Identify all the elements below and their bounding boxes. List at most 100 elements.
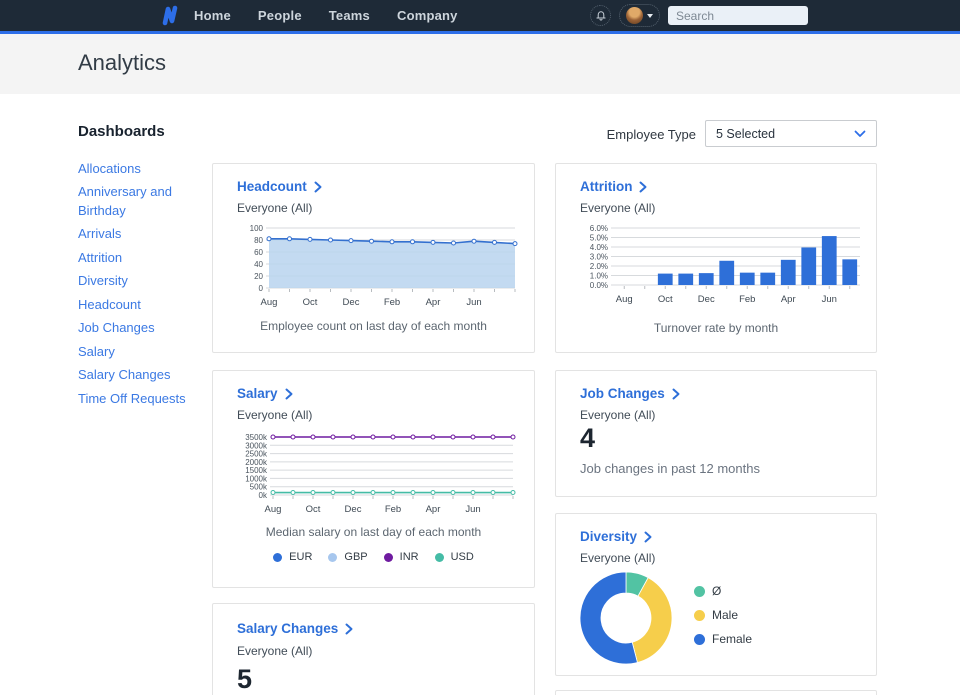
employee-type-select[interactable]: 5 Selected [705,120,877,147]
employee-type-label: Employee Type [600,127,696,142]
nav-item-company[interactable]: Company [397,8,458,23]
salary-changes-value: 5 [237,664,252,695]
nav-item-home[interactable]: Home [194,8,231,23]
attrition-chart: 0.0%1.0%2.0%3.0%4.0%5.0%6.0%AugOctDecFeb… [574,218,870,312]
nav-item-teams[interactable]: Teams [329,8,370,23]
main-nav: Home People Teams Company [194,0,458,31]
section-title: Dashboards [78,123,165,140]
svg-text:6.0%: 6.0% [590,224,608,233]
svg-text:5.0%: 5.0% [590,234,608,243]
svg-text:100: 100 [250,224,264,233]
legend-dot [384,553,393,562]
headcount-chart: 020406080100AugOctDecFebAprJun [233,218,525,312]
svg-text:Apr: Apr [781,294,796,305]
sidebar-item-time-off-requests[interactable]: Time Off Requests [78,390,218,408]
headcount-card-link[interactable]: Headcount [237,179,322,194]
svg-text:2500k: 2500k [245,450,268,459]
legend-dot [694,586,705,597]
salary-card: Salary Everyone (All) 0k500k1000k1500k20… [212,370,535,588]
legend-item-gbp: GBP [328,551,367,563]
diversity-card-title: Diversity [580,529,637,544]
sidebar-item-diversity[interactable]: Diversity [78,272,218,290]
avatar [626,7,643,24]
svg-text:Apr: Apr [426,504,441,515]
chevron-right-icon [644,531,652,543]
svg-text:Jun: Jun [822,294,837,305]
salary-chart: 0k500k1000k1500k2000k2500k3000k3500kAugO… [227,427,523,521]
nav-item-people[interactable]: People [258,8,302,23]
svg-text:4.0%: 4.0% [590,243,608,252]
svg-text:1500k: 1500k [245,466,268,475]
sidebar-item-arrivals[interactable]: Arrivals [78,225,218,243]
chevron-right-icon [285,388,293,400]
sidebar-item-job-changes[interactable]: Job Changes [78,319,218,337]
job-changes-card: Job Changes Everyone (All) 4 Job changes… [555,370,877,497]
namely-logo-icon[interactable] [158,4,182,28]
search-box [668,6,808,25]
salary-changes-card-title: Salary Changes [237,621,338,636]
job-changes-card-title: Job Changes [580,386,665,401]
chevron-right-icon [672,388,680,400]
svg-text:Feb: Feb [385,504,401,515]
bell-icon [595,10,607,22]
svg-text:60: 60 [254,248,263,257]
salary-changes-card-link[interactable]: Salary Changes [237,621,353,636]
svg-text:500k: 500k [250,483,268,492]
svg-text:Oct: Oct [306,504,321,515]
diversity-card-link[interactable]: Diversity [580,529,652,544]
salary-changes-card-subtitle: Everyone (All) [237,644,312,658]
job-changes-card-link[interactable]: Job Changes [580,386,680,401]
svg-text:Aug: Aug [616,294,633,305]
svg-text:1.0%: 1.0% [590,272,608,281]
diversity-legend: ØMaleFemale [694,584,752,646]
svg-text:Feb: Feb [384,297,400,308]
top-navbar: Home People Teams Company [0,0,960,31]
sidebar-item-salary-changes[interactable]: Salary Changes [78,366,218,384]
svg-text:Aug: Aug [261,297,278,308]
chevron-right-icon [314,181,322,193]
headcount-caption: Employee count on last day of each month [213,319,534,333]
salary-card-subtitle: Everyone (All) [237,408,312,422]
user-menu[interactable] [619,4,660,27]
headcount-card-title: Headcount [237,179,307,194]
sidebar-item-salary[interactable]: Salary [78,343,218,361]
svg-text:Jun: Jun [465,504,480,515]
page-title: Analytics [78,50,166,76]
svg-text:Oct: Oct [303,297,318,308]
legend-label: EUR [289,551,312,563]
attrition-card-link[interactable]: Attrition [580,179,647,194]
chevron-right-icon [639,181,647,193]
chevron-down-icon [647,14,653,18]
legend-label: GBP [344,551,367,563]
svg-text:80: 80 [254,236,263,245]
legend-item-eur: EUR [273,551,312,563]
job-changes-caption: Job changes in past 12 months [580,461,876,476]
diversity-donut-chart [578,570,674,666]
legend-item-male: Male [694,608,752,622]
salary-card-link[interactable]: Salary [237,386,293,401]
job-changes-card-subtitle: Everyone (All) [580,408,655,422]
search-input[interactable] [668,9,835,23]
legend-dot [435,553,444,562]
sidebar-item-anniversary-and-birthday[interactable]: Anniversary and Birthday [78,183,218,220]
salary-changes-card: Salary Changes Everyone (All) 5 [212,603,535,695]
legend-dot [273,553,282,562]
sidebar-item-attrition[interactable]: Attrition [78,249,218,267]
diversity-card: Diversity Everyone (All) ØMaleFemale [555,513,877,676]
svg-text:2000k: 2000k [245,458,268,467]
job-changes-value: 4 [580,423,595,454]
svg-text:0k: 0k [259,491,268,500]
diversity-card-subtitle: Everyone (All) [580,551,655,565]
sidebar-item-allocations[interactable]: Allocations [78,160,218,178]
svg-text:3500k: 3500k [245,433,268,442]
svg-text:Aug: Aug [265,504,282,515]
notifications-button[interactable] [590,5,611,26]
svg-text:20: 20 [254,272,263,281]
legend-item-inr: INR [384,551,419,563]
headcount-card-subtitle: Everyone (All) [237,201,312,215]
attrition-card-title: Attrition [580,179,632,194]
analytics-page: Home People Teams Company Analytics Dashboa… [0,0,960,695]
legend-item-null: Ø [694,584,752,598]
sidebar-item-headcount[interactable]: Headcount [78,296,218,314]
salary-caption: Median salary on last day of each month [213,525,534,539]
